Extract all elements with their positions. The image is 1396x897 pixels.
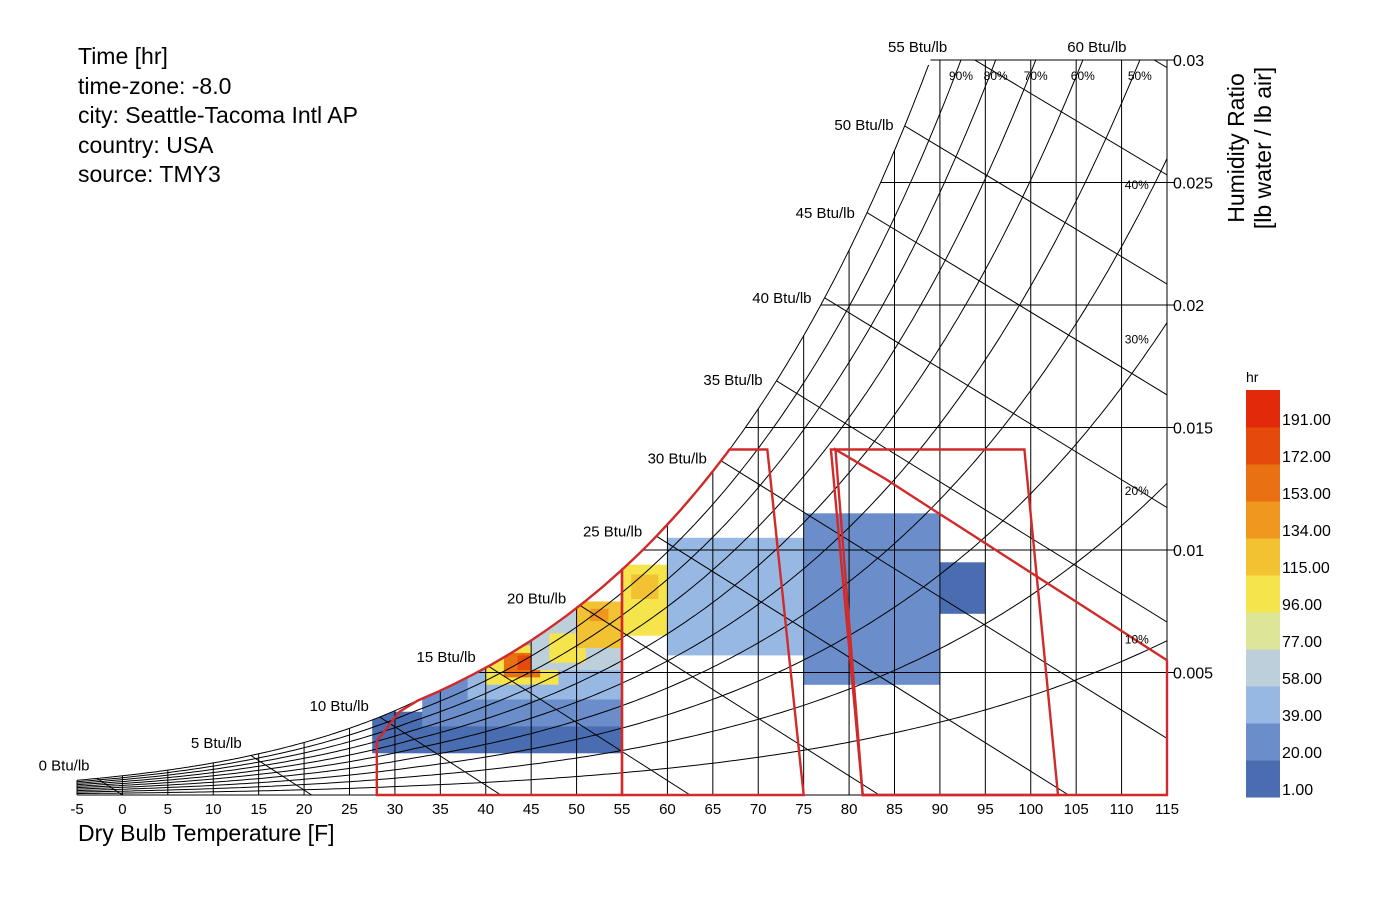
rh-label: 90% xyxy=(949,69,973,83)
info-line-city: city: Seattle-Tacoma Intl AP xyxy=(78,102,358,128)
enthalpy-label: 15 Btu/lb xyxy=(417,649,476,666)
legend-swatch-0 xyxy=(1246,760,1280,798)
legend-swatch-4 xyxy=(1246,612,1280,650)
legend-swatch-10 xyxy=(1246,390,1280,428)
x-tick-label: 55 xyxy=(614,801,631,818)
info-line-source: source: TMY3 xyxy=(78,161,221,187)
x-tick-label: 20 xyxy=(296,801,313,818)
hour-bin-11 xyxy=(631,574,659,599)
x-tick-label: 40 xyxy=(477,801,494,818)
enthalpy-label: 55 Btu/lb xyxy=(888,39,947,56)
enthalpy-line xyxy=(77,60,1167,795)
x-axis-title: Dry Bulb Temperature [F] xyxy=(78,820,335,846)
x-tick-label: 110 xyxy=(1110,801,1134,818)
enthalpy-label: 35 Btu/lb xyxy=(703,372,762,389)
x-tick-label: 25 xyxy=(341,801,358,818)
x-tick-label: 90 xyxy=(932,801,949,818)
legend-swatch-7 xyxy=(1246,501,1280,539)
y-tick-label-3: 0.02 xyxy=(1173,298,1204,315)
enthalpy-label: 20 Btu/lb xyxy=(507,590,566,607)
hour-bins xyxy=(372,513,986,754)
enthalpy-label: 25 Btu/lb xyxy=(583,524,642,541)
info-line-country: country: USA xyxy=(78,131,214,158)
comfort-polygon-1 xyxy=(620,448,806,797)
enthalpy-label: 45 Btu/lb xyxy=(796,205,855,222)
x-tick-label: 85 xyxy=(886,801,903,818)
x-tick-label: 115 xyxy=(1155,801,1179,818)
x-tick-label: 0 xyxy=(118,801,126,818)
comfort-polygon-0 xyxy=(375,567,624,797)
rh-label: 80% xyxy=(984,69,1008,83)
enthalpy-label: 0 Btu/lb xyxy=(39,758,90,775)
legend-swatch-1 xyxy=(1246,723,1280,761)
rh-label: 70% xyxy=(1024,69,1048,83)
y-tick-label-4: 0.025 xyxy=(1173,176,1213,193)
x-tick-label: 15 xyxy=(250,801,267,818)
y-axis-title-line-2: [lb water / lb air] xyxy=(1250,66,1276,230)
enthalpy-label: 40 Btu/lb xyxy=(752,290,811,307)
y-axis-title-line-1: Humidity Ratio xyxy=(1223,73,1249,223)
x-tick-label: 10 xyxy=(205,801,222,818)
legend-label-2: 39.00 xyxy=(1282,708,1322,725)
legend-swatch-8 xyxy=(1246,464,1280,502)
legend-label-6: 115.00 xyxy=(1282,560,1330,577)
enthalpy-label: 10 Btu/lb xyxy=(310,698,369,715)
rh-label: 10% xyxy=(1125,632,1149,646)
x-tick-label: 100 xyxy=(1018,801,1043,818)
y-axis-title: Humidity Ratio [lb water / lb air] xyxy=(1223,58,1277,238)
y-tick-label-1: 0.01 xyxy=(1173,543,1204,560)
legend-label-9: 172.00 xyxy=(1282,449,1331,466)
legend-swatch-6 xyxy=(1246,538,1280,576)
legend-label-4: 77.00 xyxy=(1282,634,1322,651)
info-line-timezone: time-zone: -8.0 xyxy=(78,72,232,99)
x-tick-label: 75 xyxy=(795,801,812,818)
comfort-polygons xyxy=(375,447,1169,797)
x-tick-label: 70 xyxy=(750,801,767,818)
legend-swatch-2 xyxy=(1246,686,1280,724)
x-tick-label: 95 xyxy=(977,801,994,818)
rh-label: 40% xyxy=(1125,178,1149,192)
rh-label: 60% xyxy=(1071,69,1095,83)
hour-bin-14 xyxy=(939,562,986,614)
hour-bin-9 xyxy=(590,608,609,622)
legend-label-7: 134.00 xyxy=(1282,523,1331,540)
x-tick-label: 35 xyxy=(432,801,449,818)
y-tick-label-2: 0.015 xyxy=(1173,421,1213,438)
enthalpy-label: 30 Btu/lb xyxy=(648,450,707,467)
x-tick-label: 5 xyxy=(164,801,172,818)
rh-label: 20% xyxy=(1125,484,1149,498)
x-tick-label: 105 xyxy=(1064,801,1089,818)
x-tick-label: 30 xyxy=(387,801,404,818)
legend-label-0: 1.00 xyxy=(1282,782,1313,799)
y-tick-label-5: 0.03 xyxy=(1173,53,1204,70)
comfort-polygon-3 xyxy=(834,447,1169,797)
legend-label-3: 58.00 xyxy=(1282,671,1322,688)
legend-label-10: 191.00 xyxy=(1282,412,1331,429)
x-tick-label: 65 xyxy=(704,801,721,818)
legend-unit: hr xyxy=(1246,369,1259,385)
color-legend: hr 1.00 20.00 39.00 58.00 77.00 96.00 115.00 134… xyxy=(1246,369,1331,799)
y-tick-label-0: 0.005 xyxy=(1173,666,1213,683)
location-info: Time [hr] time-zone: -8.0 city: Seattle-… xyxy=(78,42,358,190)
rh-label: 30% xyxy=(1125,333,1149,347)
info-line-time: Time [hr] xyxy=(78,43,168,69)
enthalpy-label: 5 Btu/lb xyxy=(191,735,242,752)
enthalpy-line xyxy=(212,60,1167,795)
legend-swatch-5 xyxy=(1246,575,1280,613)
enthalpy-label: 60 Btu/lb xyxy=(1067,39,1126,56)
legend-label-1: 20.00 xyxy=(1282,745,1322,762)
x-tick-label: 45 xyxy=(523,801,540,818)
legend-label-5: 96.00 xyxy=(1282,597,1322,614)
legend-swatch-9 xyxy=(1246,427,1280,465)
x-tick-label: 80 xyxy=(841,801,858,818)
legend-label-8: 153.00 xyxy=(1282,486,1331,503)
enthalpy-label: 50 Btu/lb xyxy=(834,117,893,134)
legend-swatch-3 xyxy=(1246,649,1280,687)
rh-label: 50% xyxy=(1128,69,1152,83)
x-tick-label: -5 xyxy=(70,801,83,818)
x-tick-label: 50 xyxy=(568,801,585,818)
x-tick-label: 60 xyxy=(659,801,676,818)
